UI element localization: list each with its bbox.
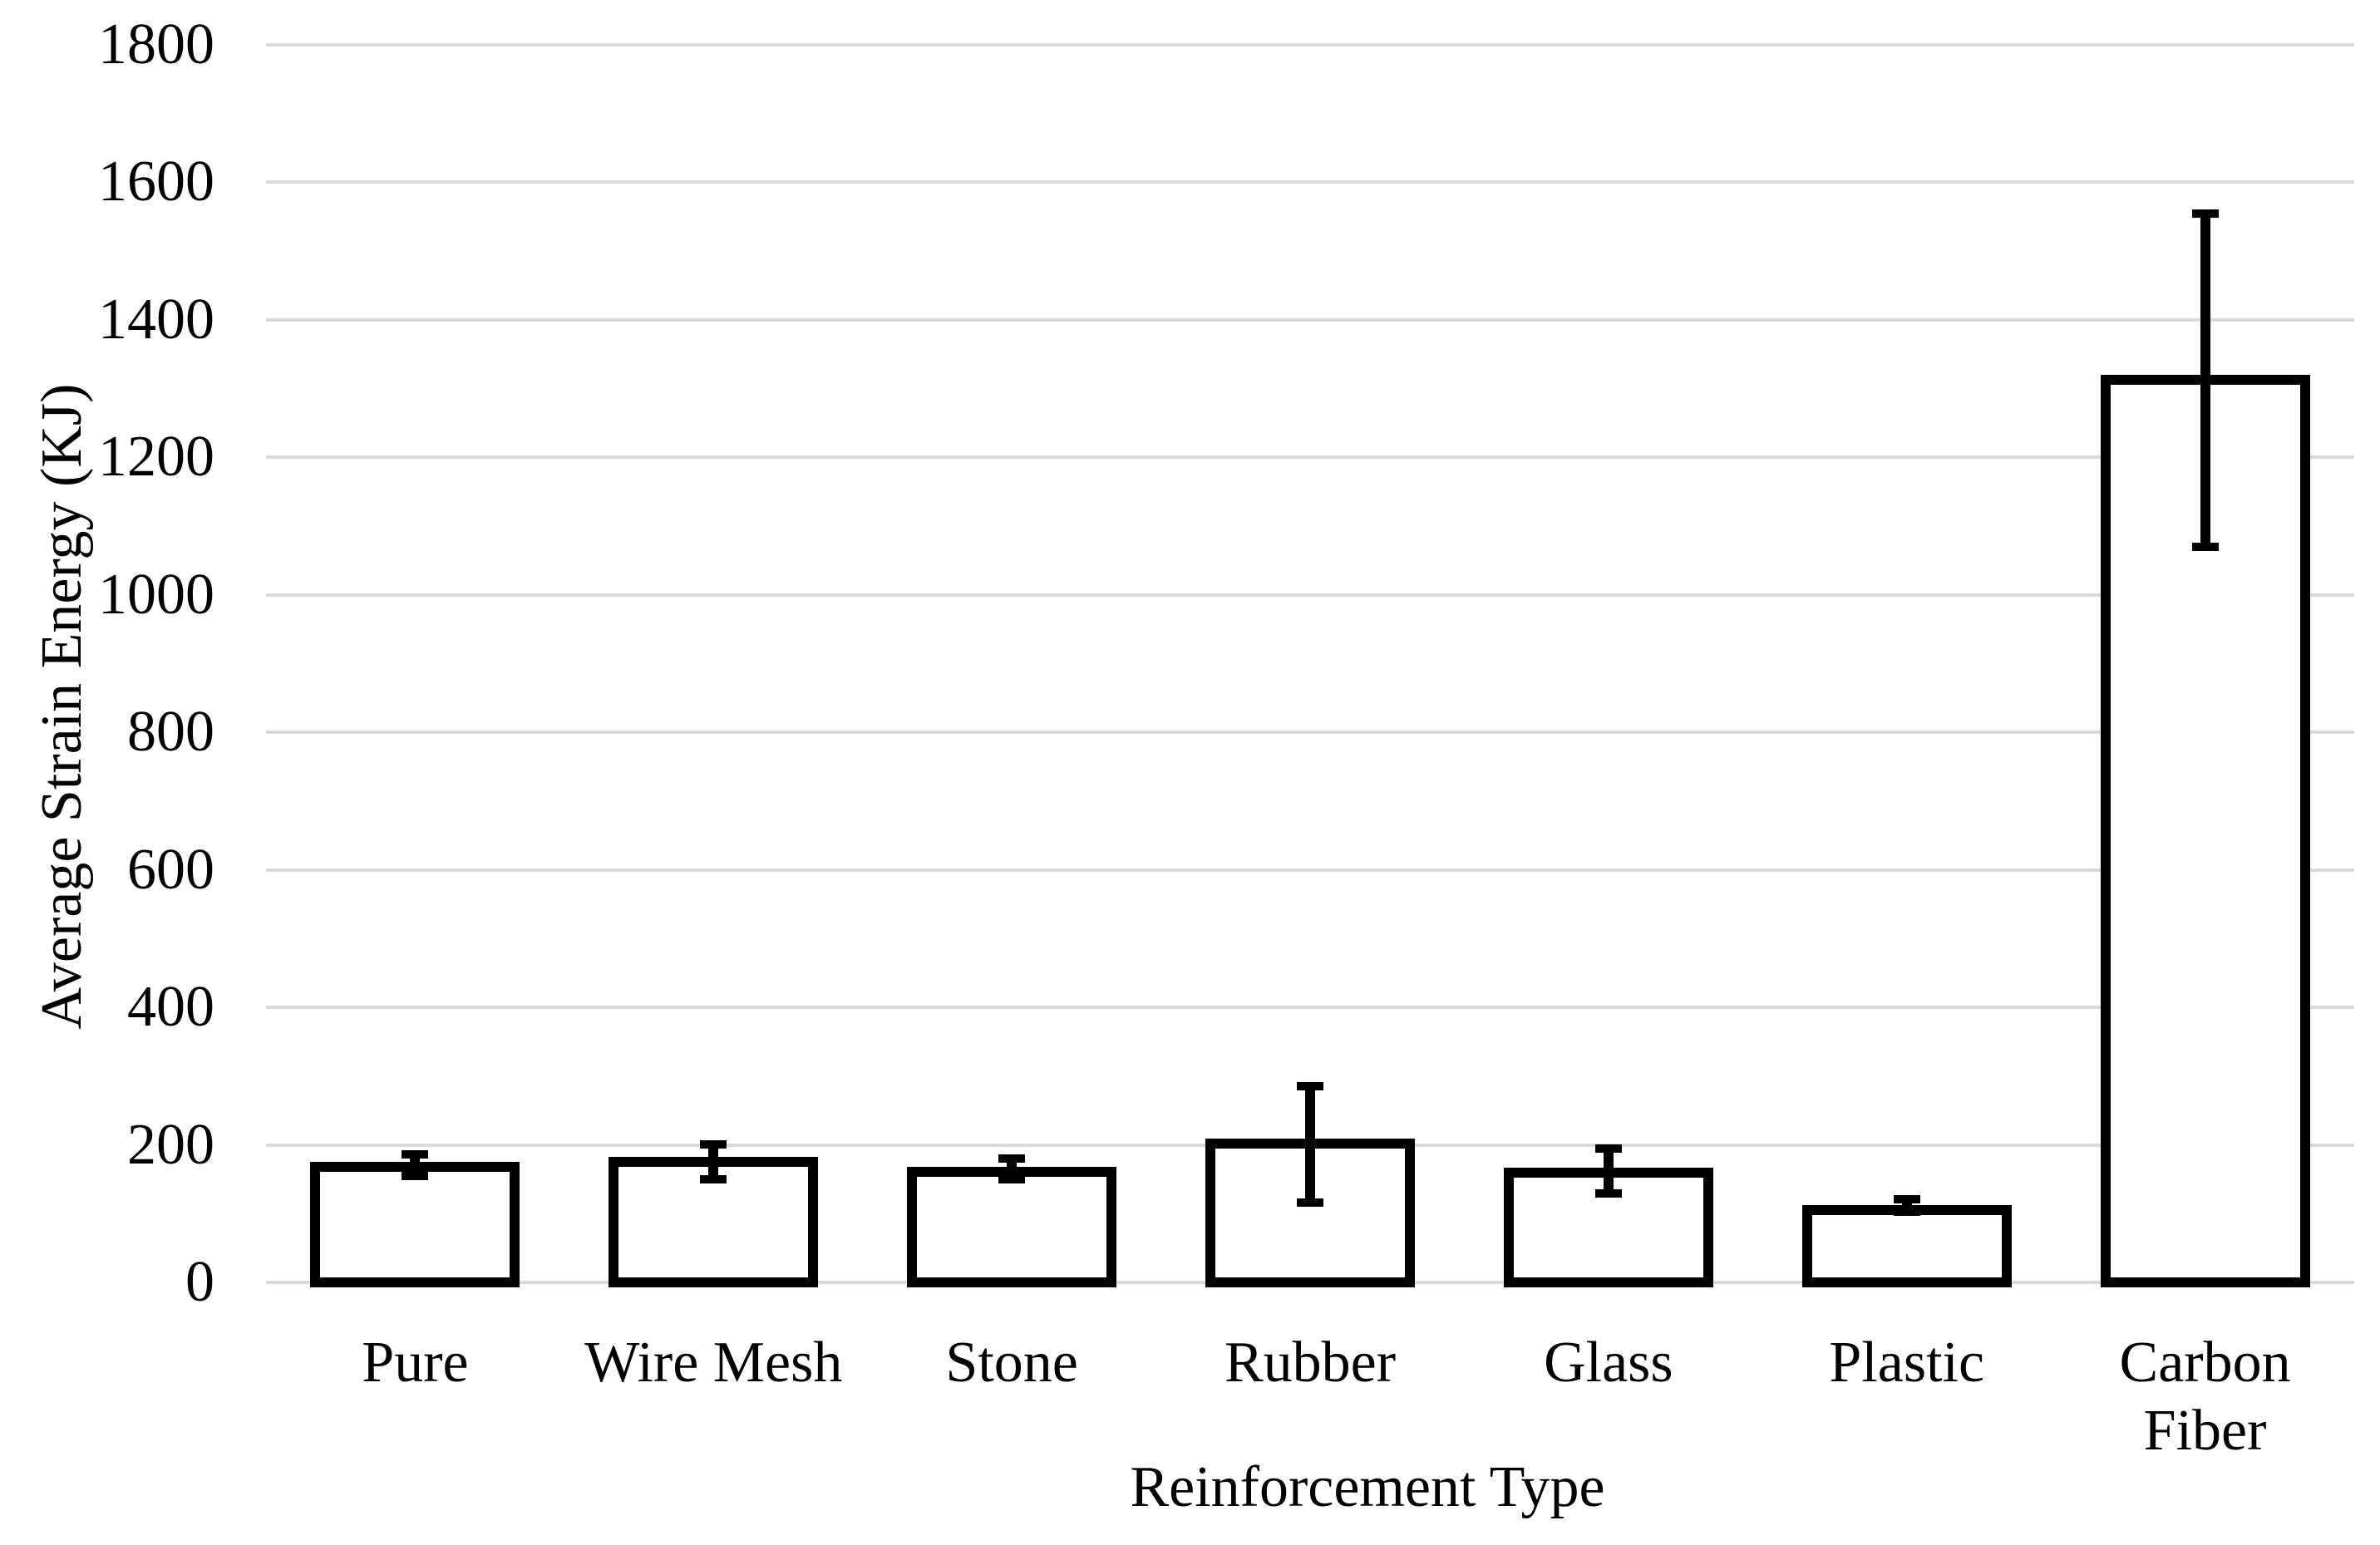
- gridline: [266, 317, 2354, 322]
- gridline: [266, 1006, 2354, 1010]
- gridline: [266, 868, 2354, 872]
- gridline: [266, 593, 2354, 597]
- category-label: Glass: [1544, 1331, 1673, 1395]
- y-tick-label: 1800: [98, 12, 214, 76]
- error-bar-cap-bottom: [402, 1171, 429, 1180]
- y-tick-label: 600: [127, 837, 214, 902]
- y-tick-label: 200: [127, 1112, 214, 1177]
- error-bar-cap-bottom: [1594, 1189, 1622, 1198]
- category-label: Plastic: [1829, 1331, 1985, 1395]
- category-label: Wire Mesh: [584, 1331, 843, 1395]
- category-label: Rubber: [1224, 1331, 1397, 1395]
- y-tick-label: 0: [185, 1250, 214, 1314]
- error-bar-cap-top: [1297, 1082, 1323, 1091]
- category-label: Pure: [362, 1331, 469, 1395]
- error-bar-line: [2200, 213, 2210, 547]
- y-tick-label: 800: [127, 700, 214, 765]
- y-tick-label: 1000: [98, 562, 214, 627]
- x-axis-title: Reinforcement Type: [1130, 1455, 1605, 1519]
- error-bar-cap-top: [1594, 1144, 1622, 1153]
- error-bar-cap-top: [700, 1139, 727, 1149]
- category-label: Stone: [945, 1331, 1078, 1395]
- bar: [907, 1167, 1117, 1287]
- error-bar-line: [1603, 1148, 1614, 1194]
- error-bar-cap-bottom: [700, 1174, 727, 1183]
- y-tick-label: 1200: [98, 425, 214, 490]
- gridline: [266, 455, 2354, 460]
- error-bar-line: [1305, 1086, 1315, 1203]
- error-bar-cap-top: [1893, 1194, 1920, 1203]
- gridline: [266, 180, 2354, 185]
- error-bar-cap-top: [402, 1150, 429, 1159]
- error-bar-cap-bottom: [998, 1174, 1026, 1183]
- error-bar-line: [1007, 1159, 1018, 1179]
- bar: [1503, 1167, 1713, 1287]
- gridline: [266, 43, 2354, 47]
- error-bar-line: [708, 1144, 719, 1179]
- bar: [1801, 1204, 2012, 1287]
- y-tick-label: 400: [127, 975, 214, 1040]
- error-bar-line: [410, 1154, 421, 1176]
- error-bar-cap-top: [998, 1154, 1026, 1164]
- y-tick-label: 1600: [98, 150, 214, 214]
- error-bar-cap-bottom: [1297, 1198, 1323, 1208]
- category-label: Carbon Fiber: [2119, 1331, 2291, 1463]
- error-bar-cap-bottom: [1893, 1207, 1920, 1216]
- error-bar-cap-top: [2191, 209, 2219, 218]
- gridline: [266, 731, 2354, 735]
- error-bar-cap-bottom: [2191, 542, 2219, 551]
- y-tick-label: 1400: [98, 287, 214, 352]
- bar: [310, 1162, 520, 1287]
